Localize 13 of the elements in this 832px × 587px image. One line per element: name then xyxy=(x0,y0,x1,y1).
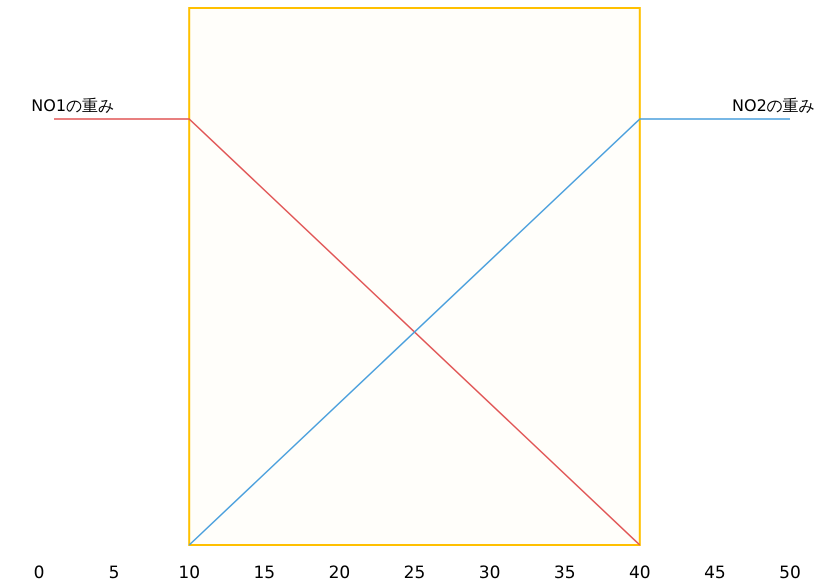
x-tick-label: 30 xyxy=(478,563,500,583)
x-tick-label: 15 xyxy=(253,563,276,583)
x-tick-label: 50 xyxy=(779,563,801,583)
x-tick-label: 40 xyxy=(628,563,651,583)
x-tick-label: 45 xyxy=(704,563,726,583)
x-tick-label: 0 xyxy=(34,563,44,583)
series-label: NO2の重み xyxy=(732,96,815,115)
x-tick-label: 20 xyxy=(328,563,350,583)
x-tick-label: 35 xyxy=(554,563,576,583)
series-label: NO1の重み xyxy=(31,96,114,115)
x-tick-label: 25 xyxy=(404,563,426,583)
x-tick-label: 10 xyxy=(178,563,200,583)
x-tick-label: 5 xyxy=(108,563,120,583)
